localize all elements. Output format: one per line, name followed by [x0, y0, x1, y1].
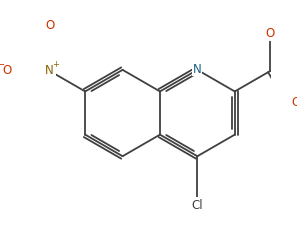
Text: +: +: [53, 60, 59, 69]
Text: −: −: [0, 60, 5, 70]
Text: O: O: [266, 27, 275, 40]
Text: N: N: [45, 64, 54, 77]
Text: O: O: [45, 19, 54, 32]
Text: N: N: [193, 63, 202, 76]
Text: Cl: Cl: [192, 199, 203, 212]
Text: O: O: [2, 64, 12, 77]
Text: O: O: [291, 96, 297, 109]
